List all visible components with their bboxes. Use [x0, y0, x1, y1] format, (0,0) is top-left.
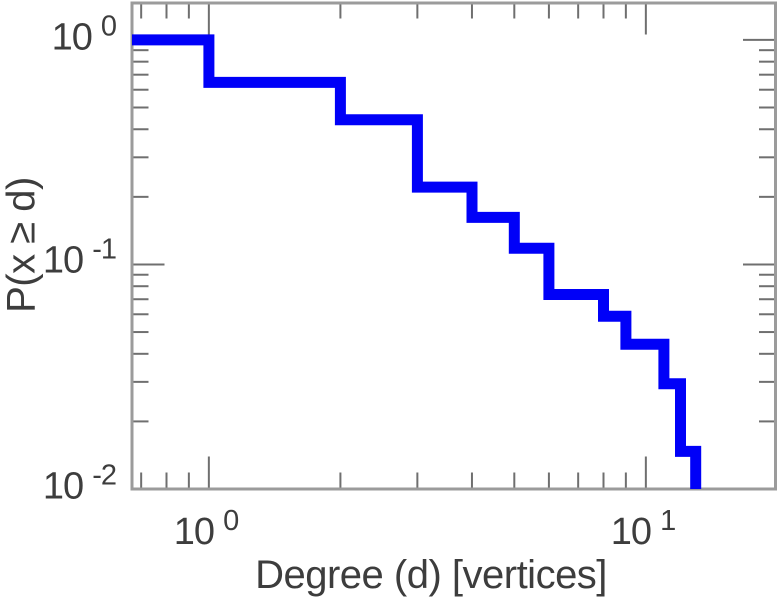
- tick-mantissa: 10: [173, 511, 215, 553]
- tick-mantissa: 10: [51, 16, 93, 59]
- tick-exponent: 0: [223, 505, 239, 537]
- y-tick-label-1e-1: 10 -1: [0, 235, 117, 282]
- tick-exponent: 1: [660, 505, 676, 537]
- ccdf-step-curve: [132, 34, 702, 489]
- tick-mantissa: 10: [610, 511, 652, 553]
- tick-exponent: -2: [92, 459, 117, 492]
- tick-mantissa: 10: [42, 465, 84, 508]
- y-tick-label-1e-2: 10 -2: [0, 461, 117, 508]
- plot-frame: [130, 1, 777, 491]
- tick-exponent: 0: [100, 10, 117, 43]
- x-tick-label-1e0: 10 0: [173, 507, 239, 553]
- x-tick-label-1e1: 10 1: [610, 507, 676, 553]
- tick-mantissa: 10: [42, 239, 84, 282]
- y-axis-title: P(x ≥ d): [0, 177, 44, 313]
- tick-exponent: -1: [92, 233, 117, 266]
- y-tick-label-1e0: 10 0: [0, 12, 117, 59]
- x-axis-title: Degree (d) [vertices]: [255, 553, 607, 597]
